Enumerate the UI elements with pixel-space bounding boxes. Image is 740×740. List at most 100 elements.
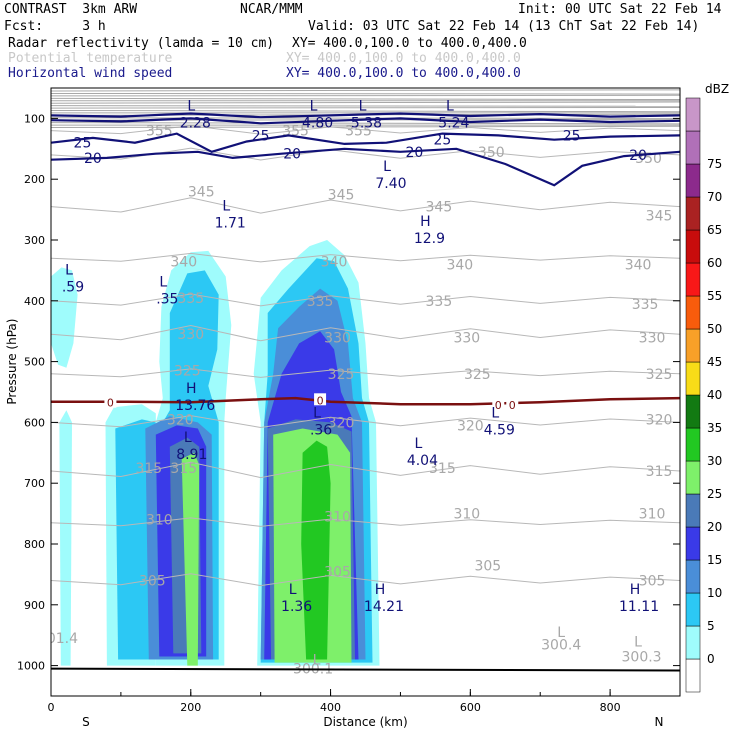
theta-contour: [51, 92, 680, 95]
wind-marker-letter: H: [420, 214, 431, 230]
wind-speed-label: 25: [74, 136, 92, 152]
reflectivity-shell: [115, 419, 156, 660]
theta-contour: [51, 125, 680, 129]
theta-label: 305: [324, 564, 351, 580]
colorbar-label: 5: [707, 619, 715, 633]
wind-marker-value: 14.21: [364, 599, 404, 615]
colorbar-swatch: [685, 97, 701, 132]
theta-contour: [51, 97, 680, 101]
wind-marker-letter: L: [289, 582, 297, 598]
colorbar-swatch: [685, 163, 701, 198]
wind-marker-letter: H: [186, 381, 197, 397]
colorbar-unit: dBZ: [705, 82, 729, 96]
wind-marker-letter: L: [310, 98, 318, 114]
theta-label: 320: [328, 415, 355, 431]
colorbar-label: 70: [707, 190, 722, 204]
theta-min-marker: L: [557, 625, 565, 641]
wind-marker-letter: L: [415, 436, 423, 452]
colorbar-swatch: [685, 262, 701, 297]
wind-marker-letter: L: [446, 98, 454, 114]
colorbar-swatch: [685, 130, 701, 165]
theta-label: 330: [324, 330, 351, 346]
wind-marker-value: 5.24: [438, 115, 469, 131]
wind-marker-letter: L: [359, 98, 367, 114]
colorbar-swatch: [685, 526, 701, 561]
ground-line: [50, 667, 681, 672]
y-tick-label: 500: [24, 356, 45, 369]
wind-speed-contour: [51, 147, 680, 187]
theta-contour: [51, 105, 680, 107]
field-wind-xy: XY= 400.0,100.0 to 400.0,400.0: [286, 66, 521, 81]
colorbar-label: 45: [707, 355, 722, 369]
colorbar-swatch: [685, 493, 701, 528]
freezing-label-bg: [104, 395, 117, 408]
theta-label: 310: [639, 507, 666, 523]
theta-label: 300.4: [541, 637, 581, 653]
theta-label: 305: [474, 558, 501, 574]
theta-contour: [51, 125, 680, 135]
theta-label: 300.3: [622, 649, 662, 665]
theta-label: 315: [135, 461, 162, 477]
theta-label: 345: [188, 184, 215, 200]
freezing-label-bg: [492, 398, 505, 411]
wind-marker-value: 1.36: [281, 599, 312, 615]
wind-marker-letter: L: [187, 98, 195, 114]
wind-marker-letter: L: [313, 405, 321, 421]
theta-label: 305: [139, 573, 166, 589]
colorbar-label: 20: [707, 520, 722, 534]
colorbar-label: 10: [707, 586, 722, 600]
theta-label: 310: [453, 507, 480, 523]
colorbar-label: 15: [707, 553, 722, 567]
wind-speed-contour: [51, 112, 680, 119]
theta-label: 335: [307, 294, 334, 310]
colorbar-swatch: [685, 196, 701, 231]
theta-label: 320: [457, 418, 484, 434]
theta-contour: [51, 293, 680, 307]
wind-marker-value: .59: [62, 280, 84, 296]
wind-marker-letter: H: [630, 582, 641, 598]
theta-label: 335: [632, 297, 659, 313]
wind-marker-value: 4.80: [302, 115, 333, 131]
theta-contour: [51, 101, 680, 104]
x-axis-label: Distance (km): [323, 715, 407, 729]
colorbar-label: 35: [707, 421, 722, 435]
plot-frame: [50, 87, 681, 697]
colorbar-label: 55: [707, 289, 722, 303]
colorbar-swatch: [685, 295, 701, 330]
colorbar-swatch: [685, 361, 701, 396]
theta-contour: [51, 573, 680, 587]
theta-label: 340: [321, 254, 348, 270]
theta-label: 320: [167, 412, 194, 428]
wind-marker-value: .35: [156, 292, 178, 308]
y-axis-label: Pressure (hPa): [5, 319, 19, 405]
wind-marker-value: 1.71: [215, 216, 246, 232]
theta-contour: [51, 252, 680, 263]
theta-label: 340: [170, 254, 197, 270]
theta-label: 355: [345, 124, 372, 140]
wind-marker-value: 13.76: [175, 398, 215, 414]
colorbar-label: 30: [707, 454, 722, 468]
y-tick-label: 700: [24, 477, 45, 490]
colorbar-label: 65: [707, 223, 722, 237]
colorbar-swatch: [685, 229, 701, 264]
y-tick-label: 900: [24, 599, 45, 612]
theta-label: 330: [453, 330, 480, 346]
y-tick-label: 200: [24, 173, 45, 186]
theta-label: 305: [639, 573, 666, 589]
wind-speed-label: 20: [629, 148, 647, 164]
wind-speed-label: 20: [283, 147, 301, 163]
reflectivity-shell: [59, 410, 72, 666]
y-tick-label: 300: [24, 234, 45, 247]
colorbar-label: 60: [707, 256, 722, 270]
wind-speed-label: 25: [433, 133, 451, 149]
field-reflectivity: Radar reflectivity (lamda = 10 cm): [8, 36, 275, 51]
center-label: NCAR/MMM: [240, 2, 303, 17]
field-wind: Horizontal wind speed: [8, 66, 173, 81]
wind-speed-label: 20: [84, 151, 102, 167]
field-theta: Potential temperature: [8, 51, 173, 66]
y-tick-label: 400: [24, 295, 45, 308]
wind-marker-value: 12.9: [414, 231, 445, 247]
theta-label: 315: [170, 461, 197, 477]
freezing-level-label: 0: [107, 397, 114, 410]
